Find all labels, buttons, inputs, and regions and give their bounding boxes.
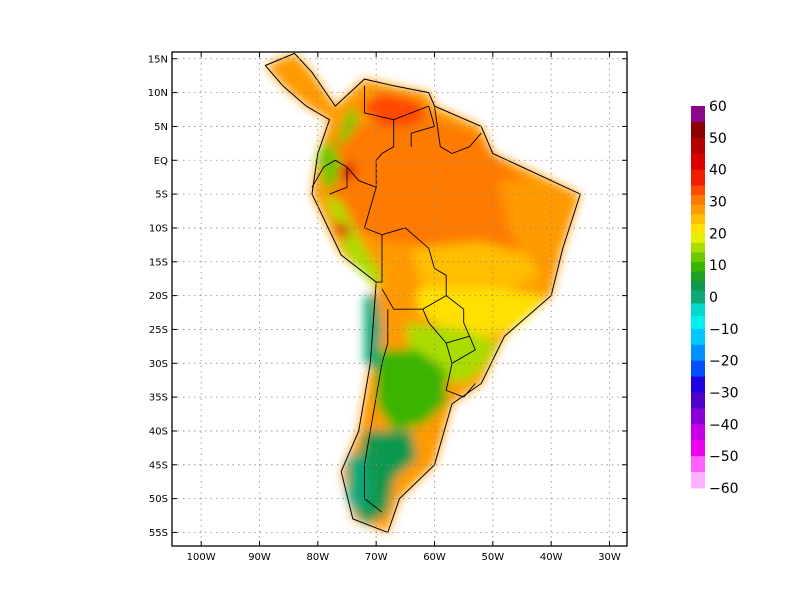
colorbar-band [691,185,705,196]
y-tick-label: 30S [149,359,168,370]
country-border [346,85,395,188]
colorbar-label: −40 [709,417,739,433]
colorbar-label: 60 [709,99,727,115]
colorbar-labels: 60 50 40 30 20 10 0 −10 −20 −30 −40 −50 −60 [709,99,739,497]
colorbar-band [691,137,705,155]
colorbar-band [691,328,705,346]
colorbar-band [691,376,705,393]
y-tick-label: 55S [149,528,168,539]
country-border [364,309,389,513]
plot-frame [171,51,628,547]
colorbar-label: 40 [709,163,727,179]
colorbar-band [691,169,705,186]
colorbar-band [691,316,705,330]
colorbar-band [691,153,705,171]
x-axis-ticks: 100W 90W 80W 70W 60W 50W 40W 30W [187,52,621,563]
x-tick-label: 70W [365,552,388,563]
y-tick-label: EQ [154,156,168,167]
colorbar-label: −10 [709,322,739,338]
colorbar-band [691,204,705,215]
country-border [434,106,482,154]
country-border [445,342,453,364]
y-tick-label: 35S [149,393,168,404]
field-region-northeast-brazil [498,180,575,262]
temperature-field [265,53,581,533]
colorbar-label: −60 [709,481,739,497]
y-tick-label: 5S [155,190,168,201]
colorbar-band [691,456,705,473]
colorbar-band [691,223,705,234]
colorbar-band [691,233,705,244]
x-tick-label: 90W [248,552,271,563]
colorbar-label: −30 [709,386,739,402]
y-tick-label: 10S [149,223,168,234]
colorbar-band [691,242,705,253]
y-tick-label: 10N [148,88,168,99]
colorbar-label: 0 [709,290,718,306]
y-tick-label: 50S [149,494,168,505]
y-tick-label: 25S [149,325,168,336]
field-region-atacama-mild [364,295,382,371]
colorbar-label: 30 [709,195,727,211]
field-region-venezuela-hot [358,92,429,127]
field-region-central-west [411,241,540,296]
colorbar-band [691,121,705,139]
y-tick-label: 45S [149,460,168,471]
x-tick-label: 80W [307,552,330,563]
y-tick-label: 15S [149,257,168,268]
colorbar-band [691,281,705,292]
colorbar-band [691,472,705,489]
colorbar-band [691,408,705,425]
colorbar-band [691,440,705,457]
colorbar-band [691,106,705,123]
y-tick-label: 40S [149,426,168,437]
y-tick-label: 20S [149,291,168,302]
colorbar-label: −50 [709,449,739,465]
colorbar-band [691,392,705,409]
colorbar [691,106,705,489]
country-border [393,105,436,147]
colorbar-label: −20 [709,354,739,370]
y-axis-ticks: 15N 10N 5N EQ 5S 10S 15S 20S 25S 30S 35S 40S 45S 50S 5… [148,54,627,539]
colorbar-band [691,261,705,272]
colorbar-band [691,290,705,304]
colorbar-label: 20 [709,226,727,242]
country-border [311,159,348,195]
field-region-andes-colombia [335,106,359,147]
colorbar-band [691,195,705,206]
colorbar-band [691,271,705,282]
y-tick-label: 15N [148,54,168,65]
colorbar-band [691,252,705,263]
field-region-argentina-central [376,349,447,431]
x-tick-label: 100W [187,552,216,563]
colorbar-band [691,424,705,441]
colorbar-band [691,344,705,362]
country-borders [264,52,581,534]
x-tick-label: 50W [482,552,505,563]
coastline [264,52,581,534]
field-region-south-brazil-paraguay [417,288,546,337]
colorbar-band [691,360,705,377]
y-tick-label: 5N [154,122,168,133]
x-tick-label: 40W [540,552,563,563]
colorbar-band [691,303,705,317]
field-region-hot-peru-spot [335,221,350,239]
colorbar-label: 10 [709,258,727,274]
colorbar-label: 50 [709,131,727,147]
colorbar-band [691,214,705,225]
x-tick-label: 60W [423,552,446,563]
field-region-andes-peru [323,194,382,289]
x-tick-label: 30W [598,552,621,563]
country-border [363,187,383,283]
country-border [381,227,447,310]
